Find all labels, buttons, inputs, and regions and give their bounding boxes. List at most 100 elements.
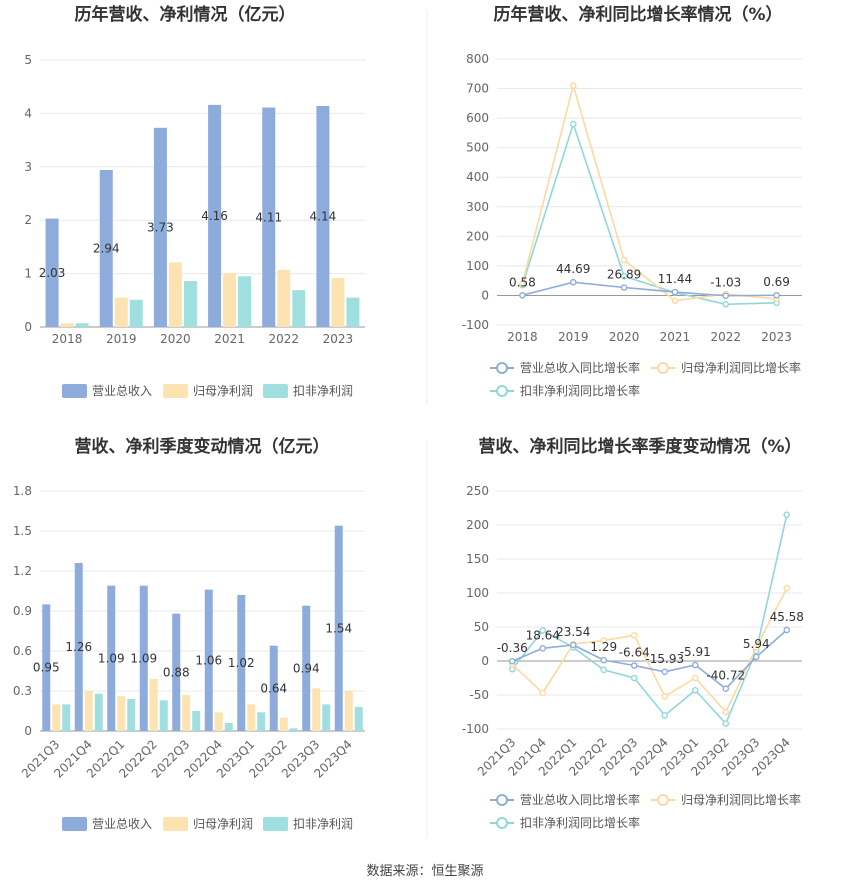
bar-value-label: 2.94 <box>93 242 120 256</box>
y-tick-label: 300 <box>466 200 489 214</box>
bar-value-label: 1.09 <box>130 651 157 665</box>
data-point <box>691 674 699 682</box>
bar <box>139 585 148 731</box>
data-point <box>519 291 526 299</box>
bar <box>247 704 256 731</box>
bar <box>269 645 278 731</box>
legend-swatch <box>496 362 508 374</box>
legend-label: 归母净利润 <box>193 817 253 831</box>
bar <box>316 105 330 327</box>
legend-label: 营业总收入同比增长率 <box>520 792 640 807</box>
bar <box>277 269 291 327</box>
x-tick-label: 2019 <box>106 332 137 346</box>
bar <box>84 691 93 731</box>
bar <box>52 704 61 731</box>
data-point <box>783 626 791 634</box>
bar <box>214 712 223 731</box>
legend-label: 扣非净利润同比增长率 <box>520 383 640 398</box>
bar <box>74 563 83 731</box>
data-point <box>722 301 730 308</box>
data-point <box>539 645 547 652</box>
legend-swatch <box>657 362 669 374</box>
bar <box>182 695 191 731</box>
bar <box>344 691 353 731</box>
point-value-label: 0.58 <box>509 275 536 289</box>
series-line <box>511 629 788 690</box>
y-tick-label: 1.5 <box>13 524 32 538</box>
bar-value-label: 4.11 <box>255 210 282 224</box>
x-tick-label: 2021 <box>214 332 245 346</box>
y-tick-label: 4 <box>24 106 32 120</box>
x-tick-label: 2018 <box>507 330 538 344</box>
data-point <box>722 685 730 692</box>
point-value-label: -5.91 <box>680 645 711 659</box>
point-value-label: -6.64 <box>619 646 650 660</box>
y-tick-label: 250 <box>466 484 489 498</box>
bar <box>204 589 213 731</box>
bar <box>312 688 321 731</box>
bar-value-label: 3.73 <box>147 220 174 234</box>
y-tick-label: 100 <box>466 586 489 600</box>
point-value-label: 44.69 <box>556 262 590 276</box>
data-point <box>539 689 547 697</box>
data-point <box>569 82 577 89</box>
data-point <box>630 662 638 669</box>
bar <box>354 707 363 731</box>
y-tick-label: 0.9 <box>13 604 32 618</box>
y-tick-label: 200 <box>466 229 489 243</box>
point-value-label: 18.64 <box>526 628 560 642</box>
x-tick-label: 2023 <box>323 332 354 346</box>
bar-value-label: 0.88 <box>163 665 190 679</box>
point-value-label: 11.44 <box>658 272 692 286</box>
y-tick-label: 0 <box>24 724 32 738</box>
legend-label: 扣非净利润同比增长率 <box>520 815 640 830</box>
point-value-label: -1.03 <box>710 276 741 290</box>
bar <box>257 712 266 731</box>
annual-revenue-profit-chart: 历年营收、净利情况（亿元） 0 1 2 3 4 5 2018 2019 2020 2021 2022… <box>24 4 365 398</box>
bar <box>42 604 51 731</box>
series-line <box>511 514 788 726</box>
bar-value-label: 0.94 <box>293 661 320 675</box>
y-tick-label: 50 <box>474 620 489 634</box>
point-value-label: 23.54 <box>556 625 590 639</box>
legend-label: 营业总收入同比增长率 <box>520 360 640 375</box>
bar <box>127 699 136 731</box>
data-point <box>620 272 628 280</box>
point-value-label: 5.94 <box>743 637 770 651</box>
legend-label: 归母净利润 <box>193 384 253 398</box>
bar <box>168 262 182 327</box>
legend-label: 营业总收入 <box>92 384 152 398</box>
data-point <box>783 584 791 592</box>
bar <box>75 323 89 327</box>
y-tick-label: -100 <box>462 318 489 332</box>
point-value-label: -40.72 <box>706 669 745 683</box>
data-point <box>519 280 526 287</box>
bar <box>302 605 311 731</box>
data-point <box>783 511 791 519</box>
bar <box>192 711 201 731</box>
data-point <box>508 657 516 665</box>
data-point <box>722 708 730 716</box>
y-tick-label: 400 <box>466 170 489 184</box>
data-point <box>691 686 699 694</box>
y-tick-label: 600 <box>466 111 489 125</box>
legend-swatch <box>496 385 508 397</box>
quarterly-growth-rate-chart: 营收、净利同比增长率季度变动情况（%） -100 -50 0 50 100 150 200 2… <box>462 436 804 830</box>
bar <box>99 170 113 327</box>
legend-swatch <box>496 794 508 806</box>
legend-label: 营业总收入 <box>92 817 152 831</box>
series-line <box>511 587 788 714</box>
bar <box>292 290 306 327</box>
y-tick-label: 1.8 <box>13 484 32 498</box>
bar <box>208 104 222 327</box>
point-value-label: 26.89 <box>607 267 641 281</box>
data-point <box>671 288 679 296</box>
y-tick-label: -50 <box>469 688 489 702</box>
y-tick-label: 100 <box>466 259 489 273</box>
legend-label: 归母净利润同比增长率 <box>681 360 801 375</box>
legend-swatch <box>163 817 188 831</box>
data-point <box>671 297 679 305</box>
y-tick-label: 3 <box>24 160 32 174</box>
data-point <box>773 291 780 299</box>
